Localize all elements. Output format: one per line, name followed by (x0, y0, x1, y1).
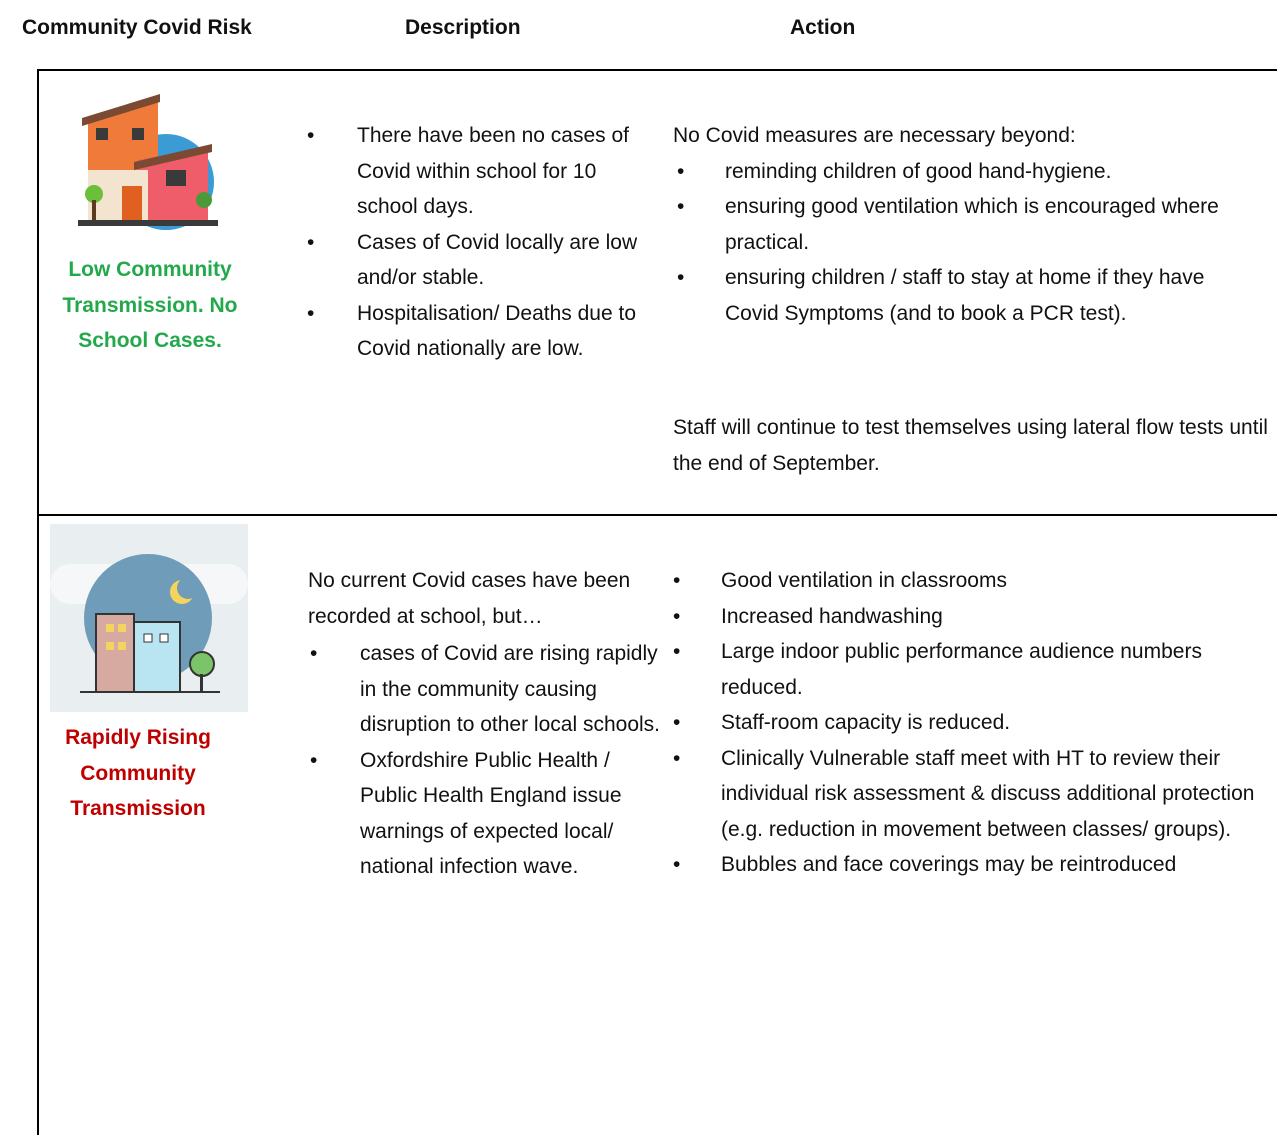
bullet-list: cases of Covid are rising rapidly in the… (308, 636, 660, 885)
action-bullet: Bubbles and face coverings may be reintr… (673, 847, 1273, 883)
description-bullet: Hospitalisation/ Deaths due to Covid nat… (305, 296, 657, 367)
action-bullet: Good ventilation in classrooms (673, 563, 1273, 599)
house-icon (78, 94, 218, 230)
risk-label: Low Community Transmission. No School Ca… (62, 258, 238, 352)
bullet-list: Good ventilation in classrooms Increased… (673, 563, 1273, 883)
column-header: Community Covid Risk (22, 16, 252, 39)
action-bullet: ensuring good ventilation which is encou… (677, 189, 1233, 260)
bullet-list: There have been no cases of Covid within… (305, 118, 657, 367)
action-intro: No Covid measures are necessary beyond: (673, 124, 1076, 147)
column-header: Description (405, 16, 521, 39)
action-bullet: ensuring children / staff to stay at hom… (677, 260, 1233, 331)
action-bullet: Clinically Vulnerable staff meet with HT… (673, 741, 1273, 848)
city-icon (50, 524, 248, 712)
description-intro: No current Covid cases have been recorde… (308, 569, 631, 628)
action-bullet: Large indoor public performance audience… (673, 634, 1273, 705)
bullet-list: reminding children of good hand-hygiene.… (677, 154, 1233, 332)
action-bullet: Increased handwashing (673, 599, 1273, 635)
action-outro: Staff will continue to test themselves u… (673, 416, 1268, 475)
table-border (37, 69, 39, 1135)
risk-label: Rapidly Rising Community Transmission (65, 726, 211, 820)
description-bullet: Oxfordshire Public Health / Public Healt… (308, 743, 660, 885)
column-header: Action (790, 16, 856, 39)
description-bullet: There have been no cases of Covid within… (305, 118, 657, 225)
action-bullet: reminding children of good hand-hygiene. (677, 154, 1233, 190)
description-bullet: Cases of Covid locally are low and/or st… (305, 225, 657, 296)
description-bullet: cases of Covid are rising rapidly in the… (308, 636, 660, 743)
row-border (37, 514, 1277, 516)
action-bullet: Staff-room capacity is reduced. (673, 705, 1273, 741)
table-border (37, 69, 1277, 71)
